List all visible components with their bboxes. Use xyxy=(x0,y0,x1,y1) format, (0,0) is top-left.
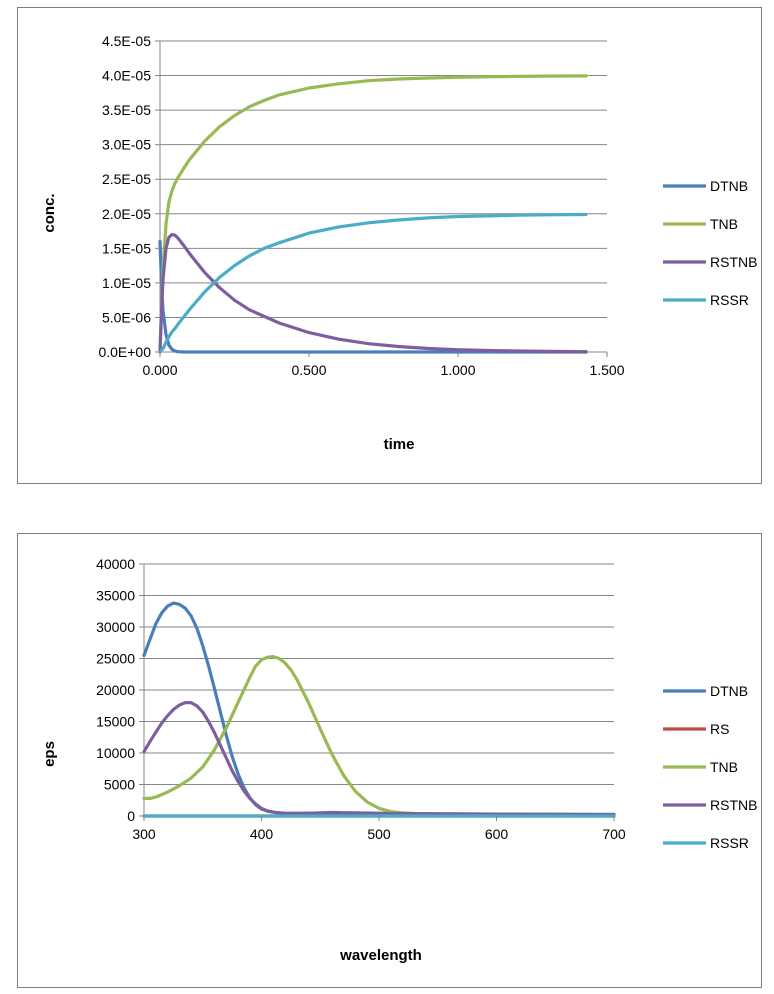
y-tick-label: 20000 xyxy=(96,682,135,698)
legend-label-dtnb: DTNB xyxy=(710,178,748,194)
legend-label-tnb: TNB xyxy=(710,216,738,232)
y-tick-label: 40000 xyxy=(96,556,135,572)
y-tick-label: 5000 xyxy=(104,777,135,793)
y-axis-label: conc. xyxy=(41,193,58,232)
x-axis-label: wavelength xyxy=(339,947,422,964)
y-tick-label: 35000 xyxy=(96,588,135,604)
y-tick-label: 2.0E-05 xyxy=(102,206,151,222)
legend-label-rssr: RSSR xyxy=(710,835,749,851)
y-tick-label: 4.0E-05 xyxy=(102,68,151,84)
y-tick-label: 0 xyxy=(127,808,135,824)
concentration-chart: 0.0E+00 5.0E-06 1.0E-05 1.5E-05 2.0E-05 2.5E-… xyxy=(41,33,757,453)
y-tick-label: 2.5E-05 xyxy=(102,171,151,187)
x-tick-label: 300 xyxy=(132,826,156,842)
legend-label-dtnb: DTNB xyxy=(710,683,748,699)
legend-label-rstnb: RSTNB xyxy=(710,254,757,270)
x-tick-label: 1.500 xyxy=(589,362,624,378)
series-line-rstnb xyxy=(158,232,588,354)
x-tick-label: 1.000 xyxy=(440,362,475,378)
y-tick-label: 25000 xyxy=(96,651,135,667)
x-tick-label: 600 xyxy=(485,826,509,842)
series-line-dtnb xyxy=(158,239,588,354)
y-tick-label: 15000 xyxy=(96,714,135,730)
legend-label-tnb: TNB xyxy=(710,759,738,775)
legend-label-rstnb: RSTNB xyxy=(710,797,757,813)
chart-frame-concentration: 0.0E+00 5.0E-06 1.0E-05 1.5E-05 2.0E-05 2.5E-… xyxy=(17,7,762,484)
x-tick-label: 0.000 xyxy=(142,362,177,378)
y-tick-label: 5.0E-06 xyxy=(102,309,151,325)
series-line-dtnb xyxy=(142,601,616,816)
y-tick-label: 10000 xyxy=(96,745,135,761)
y-tick-label: 4.5E-05 xyxy=(102,33,151,49)
x-tick-label: 700 xyxy=(602,826,626,842)
legend-label-rssr: RSSR xyxy=(710,292,749,308)
y-tick-label: 0.0E+00 xyxy=(98,344,151,360)
series-line-rstnb xyxy=(142,701,616,817)
legend-label-rs: RS xyxy=(710,721,729,737)
y-axis-label: eps xyxy=(41,741,58,767)
y-tick-label: 3.5E-05 xyxy=(102,102,151,118)
x-tick-label: 400 xyxy=(250,826,274,842)
y-tick-label: 3.0E-05 xyxy=(102,137,151,153)
extinction-chart: 0 5000 10000 15000 20000 25000 30000 35000 40000… xyxy=(41,556,757,964)
y-tick-label: 1.5E-05 xyxy=(102,240,151,256)
chart-frame-extinction: 0 5000 10000 15000 20000 25000 30000 35000 40000… xyxy=(17,533,762,988)
x-axis-label: time xyxy=(384,436,415,453)
series-line-rssr xyxy=(158,212,588,354)
y-tick-label: 30000 xyxy=(96,619,135,635)
x-tick-label: 500 xyxy=(367,826,391,842)
series-line-tnb xyxy=(158,74,588,354)
y-tick-label: 1.0E-05 xyxy=(102,275,151,291)
x-tick-label: 0.500 xyxy=(291,362,326,378)
